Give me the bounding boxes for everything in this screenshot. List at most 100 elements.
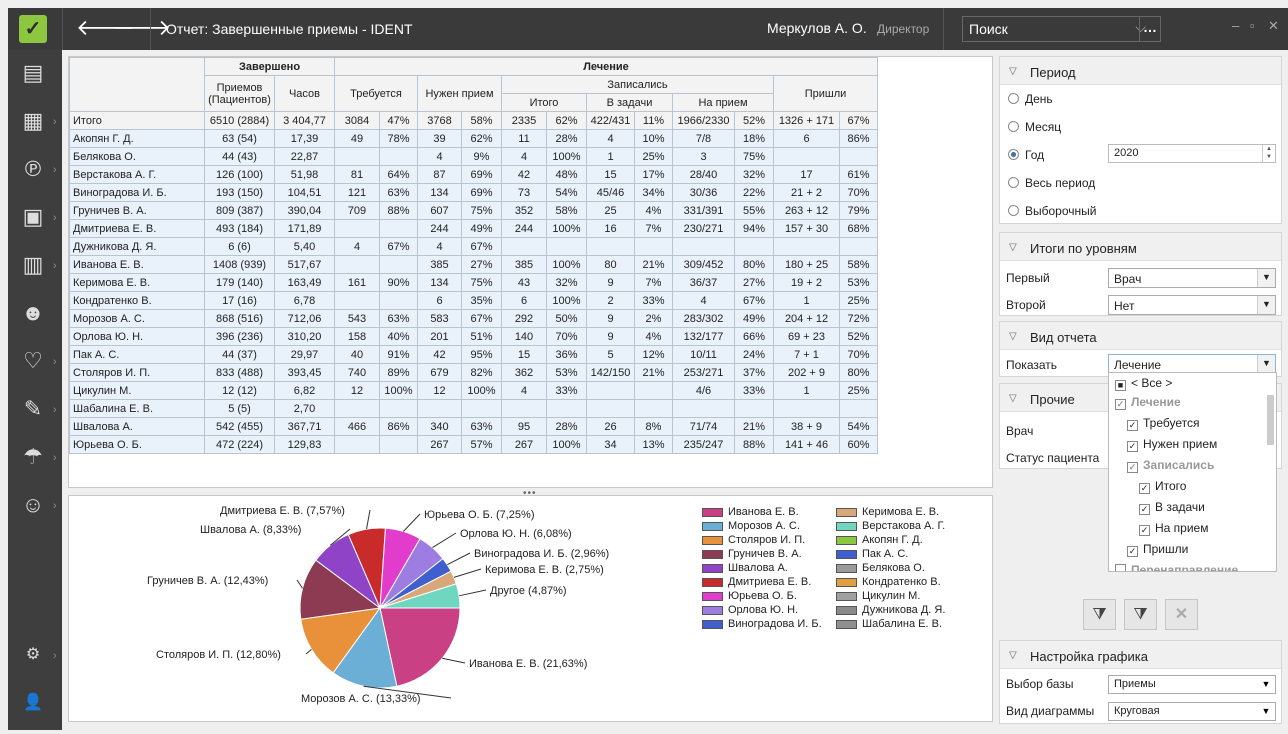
- table-row[interactable]: Груничев В. А. 809 (387) 390,04 709 88% 607 75…: [69, 201, 878, 220]
- dropdown-item[interactable]: ✓ Лечение: [1115, 395, 1181, 410]
- table-row[interactable]: Столяров И. П. 833 (488) 393,45 740 89% 679 82…: [69, 363, 878, 382]
- dropdown-item[interactable]: ✓ Нужен прием: [1127, 437, 1217, 452]
- period-radio[interactable]: Весь период: [1008, 176, 1095, 190]
- dropdown-scrollbar[interactable]: [1267, 395, 1274, 445]
- clear-filter-button[interactable]: ⧩: [1124, 599, 1157, 630]
- radio-button-icon[interactable]: [1008, 177, 1019, 188]
- chart-settings-header[interactable]: ▽ Настройка графика: [1000, 641, 1281, 669]
- table-row[interactable]: Морозов А. С. 868 (516) 712,06 543 63% 583 67%…: [69, 309, 878, 328]
- patient-card-icon[interactable]: ▤: [22, 60, 44, 85]
- settings-icon[interactable]: ⚙: [25, 646, 41, 663]
- checkbox-icon[interactable]: ✓: [1127, 462, 1138, 473]
- cashbox-icon[interactable]: ▣: [22, 204, 44, 229]
- checkbox-icon[interactable]: ■: [1115, 380, 1126, 391]
- table-row[interactable]: Юрьева О. Б. 472 (224) 129,83 267 57% 267 100%…: [69, 435, 878, 454]
- dropdown-item[interactable]: ✓ Итого: [1139, 479, 1186, 494]
- pie-slice[interactable]: [300, 607, 382, 674]
- syringe-icon[interactable]: ✎: [23, 396, 43, 421]
- insurance-icon[interactable]: ☂: [23, 444, 43, 469]
- table-row[interactable]: Орлова Ю. Н. 396 (236) 310,20 158 40% 201 51% 1…: [69, 327, 878, 346]
- view-header[interactable]: ▽ Вид отчета: [1000, 322, 1281, 350]
- checkbox-icon[interactable]: ✓: [1139, 483, 1150, 494]
- table-row[interactable]: Иванова Е. В. 1408 (939) 517,67 385 27% 385 10…: [69, 255, 878, 274]
- table-row[interactable]: Шабалина Е. В. 5 (5) 2,70: [69, 399, 878, 418]
- chart-type-select[interactable]: Круговая ▼: [1108, 702, 1276, 721]
- checkbox-icon[interactable]: ✓: [1139, 504, 1150, 515]
- staff-icon[interactable]: ☻: [21, 300, 45, 325]
- back-arrow-icon[interactable]: 🡐: [76, 15, 135, 40]
- table-cell: 180 + 25: [773, 255, 840, 274]
- close-icon[interactable]: ✕: [1268, 18, 1279, 33]
- checkbox-icon[interactable]: [1115, 564, 1126, 571]
- dropdown-item[interactable]: Перенаправление: [1115, 563, 1238, 571]
- total-row[interactable]: Итого 6510 (2884) 3 404,77 3084 47% 3768 58% 23…: [69, 111, 878, 130]
- radio-button-icon[interactable]: [1008, 205, 1019, 216]
- table-row[interactable]: Кондратенко В. 17 (16) 6,78 6 35% 6 100% 2 33% 4 6…: [69, 291, 878, 310]
- dropdown-item[interactable]: ✓ Требуется: [1127, 416, 1199, 431]
- user-icon[interactable]: 👤: [23, 694, 43, 711]
- table-cell: 60%: [839, 435, 878, 454]
- reset-button[interactable]: ✕: [1165, 599, 1198, 630]
- period-radio[interactable]: Выборочный: [1008, 204, 1096, 218]
- payments-icon[interactable]: ℗: [24, 156, 42, 181]
- maximize-icon[interactable]: ▫: [1250, 18, 1255, 33]
- pie-slice[interactable]: [379, 607, 461, 687]
- app-logo[interactable]: ✓: [19, 15, 47, 43]
- chevron-down-icon[interactable]: ▼: [1261, 706, 1271, 716]
- checkbox-icon[interactable]: ✓: [1115, 399, 1126, 410]
- table-row[interactable]: Белякова О. 44 (43) 22,87 4 9% 4 100% 1 25% 3 75%: [69, 147, 878, 166]
- dropdown-item[interactable]: ✓ Записались: [1127, 458, 1214, 473]
- finance-user-icon[interactable]: ☺: [21, 492, 45, 517]
- period-radio[interactable]: Месяц: [1008, 120, 1061, 134]
- year-spinner[interactable]: ▲ ▼: [1262, 145, 1275, 162]
- show-select[interactable]: Лечение ▼: [1108, 354, 1276, 374]
- pie-slice[interactable]: [299, 559, 382, 620]
- chevron-down-icon[interactable]: ▼: [1257, 269, 1275, 287]
- period-radio[interactable]: День: [1008, 92, 1053, 106]
- table-row[interactable]: Верстакова А. Г. 126 (100) 51,98 81 64% 87 69%…: [69, 165, 878, 184]
- checkbox-icon[interactable]: ✓: [1139, 525, 1150, 536]
- year-input[interactable]: 2020 ▲ ▼: [1108, 144, 1276, 163]
- table-row[interactable]: Пак А. С. 44 (37) 29,97 40 91% 42 95% 15 36% 5 12%…: [69, 345, 878, 364]
- dropdown-item[interactable]: ✓ В задачи: [1139, 500, 1205, 515]
- search-input[interactable]: Поиск ⌵ …: [962, 16, 1161, 42]
- first-level-select[interactable]: Врач ▼: [1108, 268, 1276, 288]
- table-row[interactable]: Дужникова Д. Я. 6 (6) 5,40 4 67% 4 67%: [69, 237, 878, 256]
- period-header[interactable]: ▽ Период: [1000, 57, 1281, 85]
- second-level-select[interactable]: Нет ▼: [1108, 295, 1276, 315]
- table-row[interactable]: Виноградова И. Б. 193 (150) 104,51 121 63% 13…: [69, 183, 878, 202]
- calendar-icon[interactable]: ▦: [22, 108, 44, 133]
- levels-header[interactable]: ▽ Итоги по уровням: [1000, 233, 1281, 261]
- table-cell: 161: [334, 273, 380, 292]
- apply-filter-button[interactable]: ⧩: [1083, 599, 1116, 630]
- chevron-down-icon[interactable]: ▼: [1257, 296, 1275, 314]
- pie-label: Другое (4,87%): [490, 585, 567, 597]
- tooth-icon[interactable]: ♡: [23, 348, 43, 373]
- checkbox-icon[interactable]: ✓: [1127, 546, 1138, 557]
- dropdown-item[interactable]: ✓ На прием: [1139, 521, 1208, 536]
- more-button[interactable]: …: [1139, 16, 1161, 42]
- chevron-down-icon[interactable]: ▼: [1257, 355, 1275, 373]
- checkbox-icon[interactable]: ✓: [1127, 420, 1138, 431]
- reports-icon[interactable]: ▥: [22, 252, 44, 277]
- dropdown-item[interactable]: ✓ Пришли: [1127, 542, 1188, 557]
- chevron-down-icon[interactable]: ⌵: [1135, 19, 1146, 35]
- period-radio[interactable]: Год: [1008, 148, 1044, 162]
- radio-button-icon[interactable]: [1008, 121, 1019, 132]
- radio-button-icon[interactable]: [1008, 149, 1019, 160]
- table-row[interactable]: Дмитриева Е. В. 493 (184) 171,89 244 49% 244 1…: [69, 219, 878, 238]
- radio-button-icon[interactable]: [1008, 93, 1019, 104]
- base-select[interactable]: Приемы ▼: [1108, 675, 1276, 694]
- dropdown-item[interactable]: ■ < Все >: [1115, 376, 1172, 391]
- chevron-down-icon[interactable]: ▼: [1261, 679, 1271, 689]
- table-cell: 50%: [546, 309, 587, 328]
- table-row[interactable]: Керимова Е. В. 179 (140) 163,49 161 90% 134 75…: [69, 273, 878, 292]
- table-row[interactable]: Цикулин М. 12 (12) 6,82 12 100% 12 100% 4 33% 4/6…: [69, 381, 878, 400]
- table-row[interactable]: Акопян Г. Д. 63 (54) 17,39 49 78% 39 62% 11 28% 4…: [69, 129, 878, 148]
- checkbox-icon[interactable]: ✓: [1127, 441, 1138, 452]
- table-cell: 100%: [379, 381, 418, 400]
- forward-arrow-icon[interactable]: 🡒: [112, 15, 171, 40]
- splitter-handle[interactable]: •••: [523, 488, 537, 499]
- table-row[interactable]: Швалова А. 542 (455) 367,71 466 86% 340 63% 95 2…: [69, 417, 878, 436]
- minimize-icon[interactable]: –: [1232, 18, 1240, 33]
